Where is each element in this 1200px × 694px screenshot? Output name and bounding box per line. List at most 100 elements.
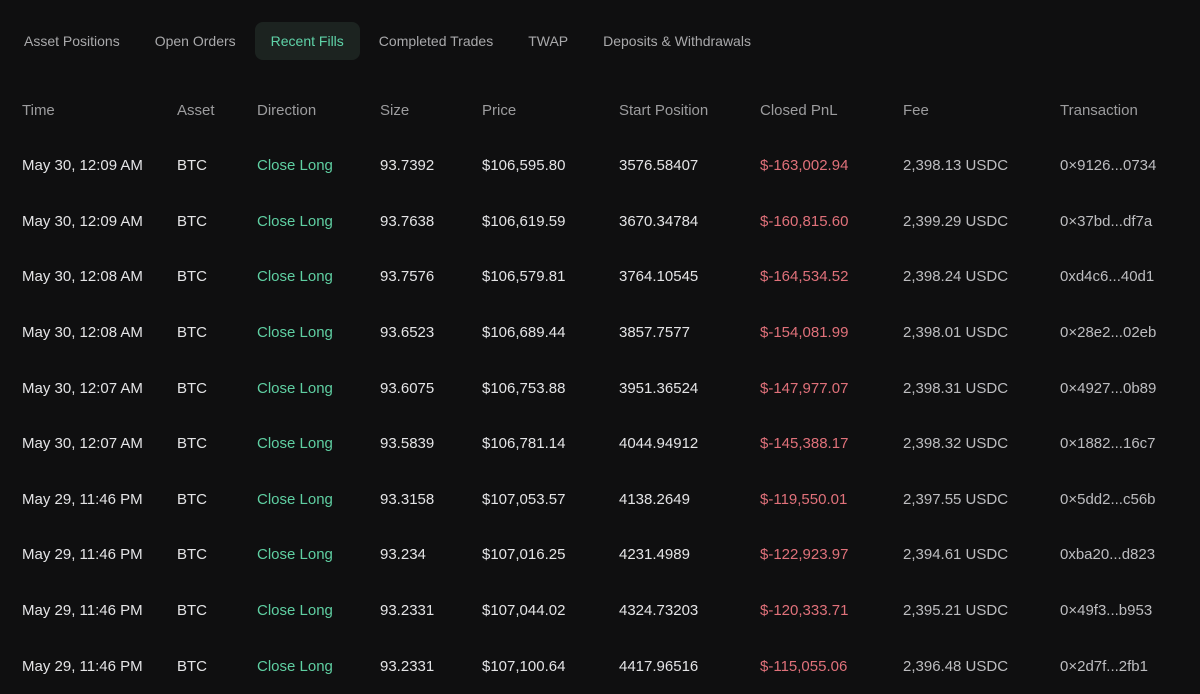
cell-time: May 29, 11:46 PM (22, 602, 143, 620)
cell-start-position: 4231.4989 (619, 546, 690, 564)
cell-price: $106,689.44 (482, 324, 566, 342)
tab-asset-positions[interactable]: Asset Positions (24, 33, 120, 49)
cell-asset: BTC (177, 268, 207, 286)
cell-fee: 2,398.32 USDC (903, 435, 1009, 453)
cell-size: 93.7576 (380, 268, 435, 286)
cell-size: 93.2331 (380, 657, 435, 675)
cell-price: $106,753.88 (482, 379, 566, 397)
cell-time: May 30, 12:09 AM (22, 212, 143, 230)
transaction-link[interactable]: 0×5dd2...c56b (1060, 490, 1156, 508)
cell-asset: BTC (177, 490, 207, 508)
cell-direction: Close Long (257, 157, 333, 175)
cell-time: May 30, 12:08 AM (22, 268, 143, 286)
cell-closed-pnl: $-115,055.06 (760, 657, 848, 675)
cell-closed-pnl: $-147,977.07 (760, 379, 849, 397)
table-row: May 30, 12:09 AM BTC Close Long 93.7392 $106… (0, 138, 1200, 194)
cell-direction: Close Long (257, 657, 333, 675)
cell-size: 93.3158 (380, 490, 435, 508)
cell-asset: BTC (177, 657, 207, 675)
cell-fee: 2,398.01 USDC (903, 324, 1009, 342)
table-row: May 29, 11:46 PM BTC Close Long 93.3158 $107… (0, 472, 1200, 528)
cell-direction: Close Long (257, 379, 333, 397)
cell-start-position: 3670.34784 (619, 212, 699, 230)
column-header-direction[interactable]: Direction (257, 102, 317, 119)
cell-fee: 2,397.55 USDC (903, 490, 1009, 508)
transaction-link[interactable]: 0×4927...0b89 (1060, 379, 1157, 397)
cell-price: $107,053.57 (482, 490, 566, 508)
cell-fee: 2,398.24 USDC (903, 268, 1009, 286)
transaction-link[interactable]: 0×49f3...b953 (1060, 602, 1153, 620)
cell-direction: Close Long (257, 268, 333, 286)
cell-asset: BTC (177, 602, 207, 620)
tab-twap[interactable]: TWAP (528, 33, 569, 49)
cell-price: $106,781.14 (482, 435, 566, 453)
cell-start-position: 4324.73203 (619, 602, 699, 620)
tab-bar: Asset Positions Open Orders Recent Fills… (8, 22, 770, 60)
table-row: May 30, 12:07 AM BTC Close Long 93.6075 $106… (0, 360, 1200, 416)
cell-asset: BTC (177, 546, 207, 564)
column-header-size[interactable]: Size (380, 102, 410, 119)
table-row: May 29, 11:46 PM BTC Close Long 93.2331 $107… (0, 638, 1200, 694)
cell-closed-pnl: $-119,550.01 (760, 490, 848, 508)
cell-time: May 30, 12:07 AM (22, 379, 143, 397)
tab-recent-fills[interactable]: Recent Fills (254, 22, 360, 60)
cell-start-position: 3576.58407 (619, 157, 699, 175)
cell-price: $106,619.59 (482, 212, 566, 230)
cell-asset: BTC (177, 379, 207, 397)
cell-time: May 29, 11:46 PM (22, 546, 143, 564)
transaction-link[interactable]: 0xd4c6...40d1 (1060, 268, 1155, 286)
cell-time: May 30, 12:09 AM (22, 157, 143, 175)
cell-size: 93.7638 (380, 212, 435, 230)
cell-price: $106,579.81 (482, 268, 566, 286)
tab-deposits-withdrawals[interactable]: Deposits & Withdrawals (603, 33, 751, 49)
column-header-start-position[interactable]: Start Position (619, 102, 709, 119)
table-row: May 30, 12:08 AM BTC Close Long 93.7576 $106… (0, 249, 1200, 305)
cell-time: May 30, 12:07 AM (22, 435, 143, 453)
cell-closed-pnl: $-122,923.97 (760, 546, 849, 564)
cell-closed-pnl: $-164,534.52 (760, 268, 849, 286)
cell-closed-pnl: $-154,081.99 (760, 324, 849, 342)
cell-size: 93.5839 (380, 435, 435, 453)
cell-closed-pnl: $-163,002.94 (760, 157, 849, 175)
cell-size: 93.2331 (380, 602, 435, 620)
cell-size: 93.7392 (380, 157, 435, 175)
cell-asset: BTC (177, 324, 207, 342)
column-header-price[interactable]: Price (482, 102, 517, 119)
transaction-link[interactable]: 0×28e2...02eb (1060, 324, 1157, 342)
column-header-time[interactable]: Time (22, 102, 55, 119)
table-row: May 30, 12:08 AM BTC Close Long 93.6523 $106… (0, 305, 1200, 361)
transaction-link[interactable]: 0×1882...16c7 (1060, 435, 1156, 453)
cell-fee: 2,398.13 USDC (903, 157, 1009, 175)
cell-time: May 29, 11:46 PM (22, 490, 143, 508)
fills-table: Time Asset Direction Size Price Start Po… (0, 83, 1200, 694)
column-header-asset[interactable]: Asset (177, 102, 215, 119)
cell-size: 93.6523 (380, 324, 435, 342)
cell-start-position: 3857.7577 (619, 324, 690, 342)
table-row: May 30, 12:09 AM BTC Close Long 93.7638 $106… (0, 194, 1200, 250)
transaction-link[interactable]: 0×9126...0734 (1060, 157, 1157, 175)
cell-direction: Close Long (257, 490, 333, 508)
table-header-row: Time Asset Direction Size Price Start Po… (0, 83, 1200, 138)
column-header-transaction[interactable]: Transaction (1060, 102, 1138, 119)
cell-direction: Close Long (257, 602, 333, 620)
column-header-fee[interactable]: Fee (903, 102, 929, 119)
cell-size: 93.234 (380, 546, 426, 564)
cell-direction: Close Long (257, 324, 333, 342)
cell-price: $107,100.64 (482, 657, 566, 675)
transaction-link[interactable]: 0×37bd...df7a (1060, 212, 1153, 230)
cell-direction: Close Long (257, 435, 333, 453)
cell-direction: Close Long (257, 212, 333, 230)
cell-price: $106,595.80 (482, 157, 566, 175)
tab-open-orders[interactable]: Open Orders (154, 33, 236, 49)
cell-start-position: 4417.96516 (619, 657, 699, 675)
cell-asset: BTC (177, 212, 207, 230)
tab-completed-trades[interactable]: Completed Trades (378, 33, 494, 49)
transaction-link[interactable]: 0xba20...d823 (1060, 546, 1156, 564)
column-header-closed-pnl[interactable]: Closed PnL (760, 102, 838, 119)
cell-fee: 2,395.21 USDC (903, 602, 1009, 620)
transaction-link[interactable]: 0×2d7f...2fb1 (1060, 657, 1148, 675)
cell-time: May 30, 12:08 AM (22, 324, 143, 342)
cell-time: May 29, 11:46 PM (22, 657, 143, 675)
cell-fee: 2,396.48 USDC (903, 657, 1009, 675)
cell-start-position: 3951.36524 (619, 379, 699, 397)
